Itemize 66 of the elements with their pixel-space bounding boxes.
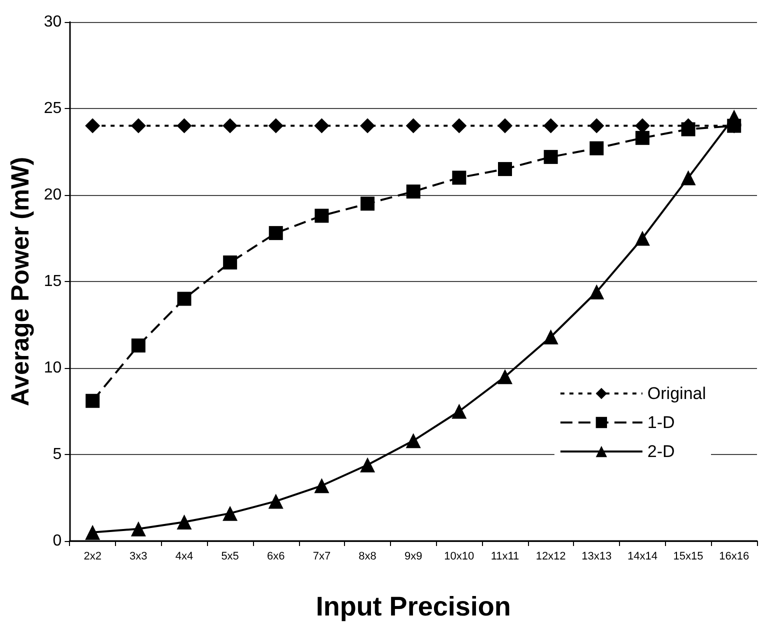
legend-label: 1-D xyxy=(647,413,675,432)
point xyxy=(497,118,512,134)
point xyxy=(589,284,604,300)
point xyxy=(452,118,467,134)
point xyxy=(406,433,421,448)
point xyxy=(222,506,238,521)
point xyxy=(268,226,283,240)
point xyxy=(131,338,146,353)
point xyxy=(268,494,284,509)
legend-label: 2-D xyxy=(647,442,675,461)
y-tick-label: 25 xyxy=(44,100,62,117)
x-tick-label: 6x6 xyxy=(267,550,285,562)
point xyxy=(634,230,650,246)
point xyxy=(314,478,330,494)
point xyxy=(85,524,100,540)
point xyxy=(497,369,512,384)
point xyxy=(543,118,558,134)
point xyxy=(543,329,558,344)
x-tick-label: 14x14 xyxy=(627,550,658,562)
y-tick-label: 5 xyxy=(52,446,62,463)
point xyxy=(360,118,376,134)
y-tick-label: 20 xyxy=(44,186,62,204)
point xyxy=(544,150,558,164)
point xyxy=(406,118,421,134)
x-tick-label: 16x16 xyxy=(719,550,750,562)
point xyxy=(130,521,146,536)
point xyxy=(176,514,192,530)
point xyxy=(223,255,238,270)
x-tick-label: 11x11 xyxy=(490,550,520,562)
y-tick-label: 10 xyxy=(44,360,62,376)
point xyxy=(406,184,420,199)
y-tick-label: 30 xyxy=(44,14,62,30)
point xyxy=(86,394,100,408)
x-tick-label: 12x12 xyxy=(536,550,566,562)
point xyxy=(314,208,329,223)
point xyxy=(590,141,604,156)
point xyxy=(130,118,146,134)
point xyxy=(85,118,100,134)
point xyxy=(589,118,604,134)
point xyxy=(314,118,330,134)
point xyxy=(498,162,512,176)
point xyxy=(268,118,284,134)
x-axis-title: Input Precision xyxy=(316,592,511,622)
x-tick-label: 4x4 xyxy=(175,550,194,562)
point xyxy=(452,404,467,419)
x-tick-label: 7x7 xyxy=(312,550,331,562)
point xyxy=(452,170,466,185)
x-tick-label: 13x13 xyxy=(582,550,612,562)
x-tick-label: 15x15 xyxy=(673,550,704,562)
x-tick-label: 5x5 xyxy=(221,550,239,562)
point xyxy=(680,170,696,186)
y-tick-label: 15 xyxy=(44,273,62,290)
x-tick-label: 10x10 xyxy=(444,550,474,562)
x-tick-label: 8x8 xyxy=(358,550,376,562)
point xyxy=(360,457,376,472)
point xyxy=(360,196,375,211)
x-tick-label: 2x2 xyxy=(84,550,102,562)
point xyxy=(635,130,650,145)
legend-label: Original xyxy=(647,384,706,403)
point xyxy=(222,118,238,134)
y-axis-title: Average Power (mW) xyxy=(6,156,34,406)
y-tick-label: 0 xyxy=(52,532,62,550)
x-tick-label: 9x9 xyxy=(404,550,422,562)
point xyxy=(176,118,192,134)
point xyxy=(177,292,192,306)
x-tick-label: 3x3 xyxy=(130,550,148,562)
